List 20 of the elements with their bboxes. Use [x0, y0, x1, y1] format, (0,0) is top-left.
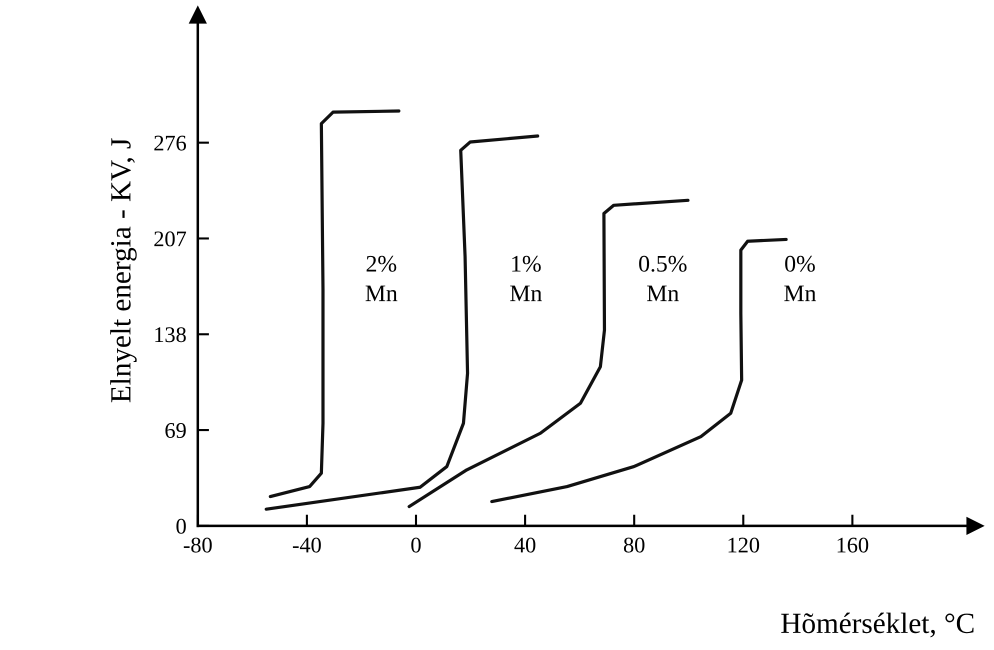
x-tick-label: 0	[411, 538, 421, 553]
x-tick-label: 40	[514, 538, 536, 553]
line-series	[268, 109, 400, 498]
y-tick-label: 69	[165, 423, 186, 438]
series-label: 1% Mn	[510, 256, 542, 302]
x-tick-label: 120	[728, 538, 760, 553]
y-tick-label: 207	[154, 231, 186, 246]
y-axis-title: Elnyelt energia - KV, J	[110, 138, 137, 402]
y-tick-label: 0	[176, 518, 186, 534]
series-label: 0.5% Mn	[639, 256, 687, 302]
x-axis-title: Hõmérséklet, °C	[781, 612, 974, 638]
y-tick-label: 276	[154, 136, 186, 151]
x-tick-label: -40	[292, 538, 321, 553]
y-tick-label: 138	[155, 327, 186, 342]
line-series	[408, 198, 690, 508]
x-tick-label: 160	[838, 538, 868, 553]
x-tick-label: 80	[624, 538, 644, 553]
series-label: 0% Mn	[784, 256, 816, 302]
x-tick-label: -80	[184, 538, 212, 553]
series-label: 2% Mn	[366, 256, 398, 302]
